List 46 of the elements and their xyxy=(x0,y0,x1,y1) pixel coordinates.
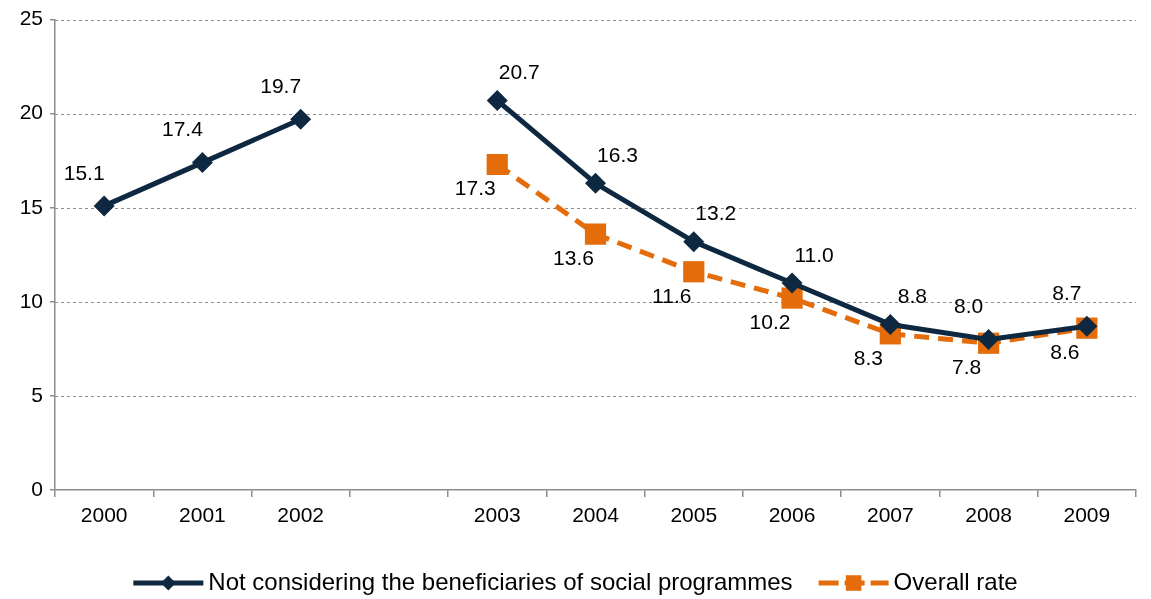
x-tick-label: 2004 xyxy=(572,503,620,527)
point xyxy=(879,313,901,335)
data-label: 11.0 xyxy=(794,242,834,266)
data-label: 16.3 xyxy=(597,143,638,167)
x-tick-label: 2005 xyxy=(670,503,718,527)
point xyxy=(486,153,508,176)
data-label: 13.6 xyxy=(553,245,594,269)
data-label: 7.8 xyxy=(951,355,982,379)
y-tick-label: 5 xyxy=(31,382,43,406)
y-tick-label: 20 xyxy=(19,100,43,124)
data-label: 13.2 xyxy=(695,201,737,225)
legend-label: Overall rate xyxy=(893,567,1018,595)
y-tick-label: 10 xyxy=(19,288,43,312)
x-tick-label: 2007 xyxy=(866,503,914,527)
data-label: 17.3 xyxy=(454,176,496,200)
x-tick-label: 2009 xyxy=(1063,503,1111,527)
data-label: 8.0 xyxy=(953,294,984,318)
data-label: 10.2 xyxy=(749,309,791,333)
data-label: 11.6 xyxy=(652,283,692,307)
x-tick-label: 2003 xyxy=(473,503,521,527)
y-tick-label: 0 xyxy=(31,476,43,500)
point xyxy=(486,90,508,112)
data-label: 20.7 xyxy=(498,60,540,84)
data-label: 8.8 xyxy=(897,284,927,308)
x-tick-label: 2002 xyxy=(277,503,325,527)
x-tick-label: 2001 xyxy=(179,503,226,527)
data-label: 8.3 xyxy=(853,345,883,369)
legend-label: Not considering the beneficiaries of social programmes xyxy=(208,567,793,595)
point xyxy=(584,223,607,245)
data-label: 19.7 xyxy=(260,74,302,98)
y-tick-label: 25 xyxy=(19,6,43,30)
point xyxy=(683,261,705,283)
data-label: 17.4 xyxy=(161,117,204,141)
data-label: 8.6 xyxy=(1050,339,1080,363)
x-tick-label: 2000 xyxy=(80,503,128,527)
point xyxy=(585,172,606,194)
point xyxy=(683,231,705,253)
point xyxy=(191,152,213,174)
point xyxy=(781,272,803,294)
x-tick-label: 2008 xyxy=(965,503,1012,527)
data-label: 15.1 xyxy=(63,160,105,184)
point xyxy=(93,195,115,217)
data-label: 8.7 xyxy=(1052,281,1082,305)
x-tick-label: 2006 xyxy=(768,503,816,527)
y-tick-label: 15 xyxy=(19,194,43,218)
point xyxy=(290,108,312,130)
